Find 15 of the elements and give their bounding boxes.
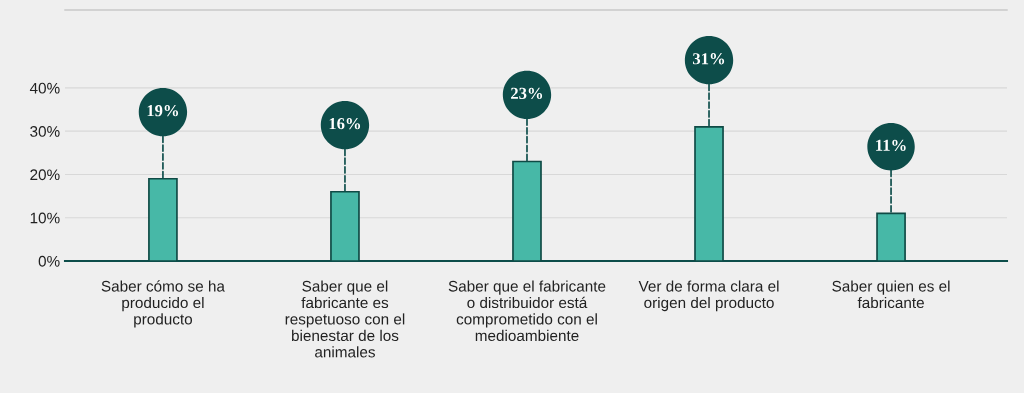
x-tick-label: Saber cómo se ha producido el producto <box>101 280 225 328</box>
x-tick-label: Saber quien es el fabricante <box>832 280 950 309</box>
y-tick-label: 0% <box>38 255 60 267</box>
x-tick-label: Ver de forma clara el origen del producto <box>638 280 779 312</box>
y-tick-label: 10% <box>30 212 60 224</box>
x-tick-label: Saber que el fabricante o distribuidor está comprometido con el medioambiente <box>448 280 606 342</box>
data-label: 16% <box>329 118 361 130</box>
data-label: 31% <box>692 53 725 65</box>
data-label: 19% <box>147 105 179 117</box>
y-tick-label: 20% <box>30 169 60 181</box>
data-label: 23% <box>511 87 543 100</box>
y-tick-label: 30% <box>30 126 60 137</box>
y-tick-label: 40% <box>29 82 60 94</box>
data-label: 11% <box>876 139 906 151</box>
x-tick-label: Saber que el fabricante es respetuoso con el bienestar de los animales <box>285 280 405 358</box>
